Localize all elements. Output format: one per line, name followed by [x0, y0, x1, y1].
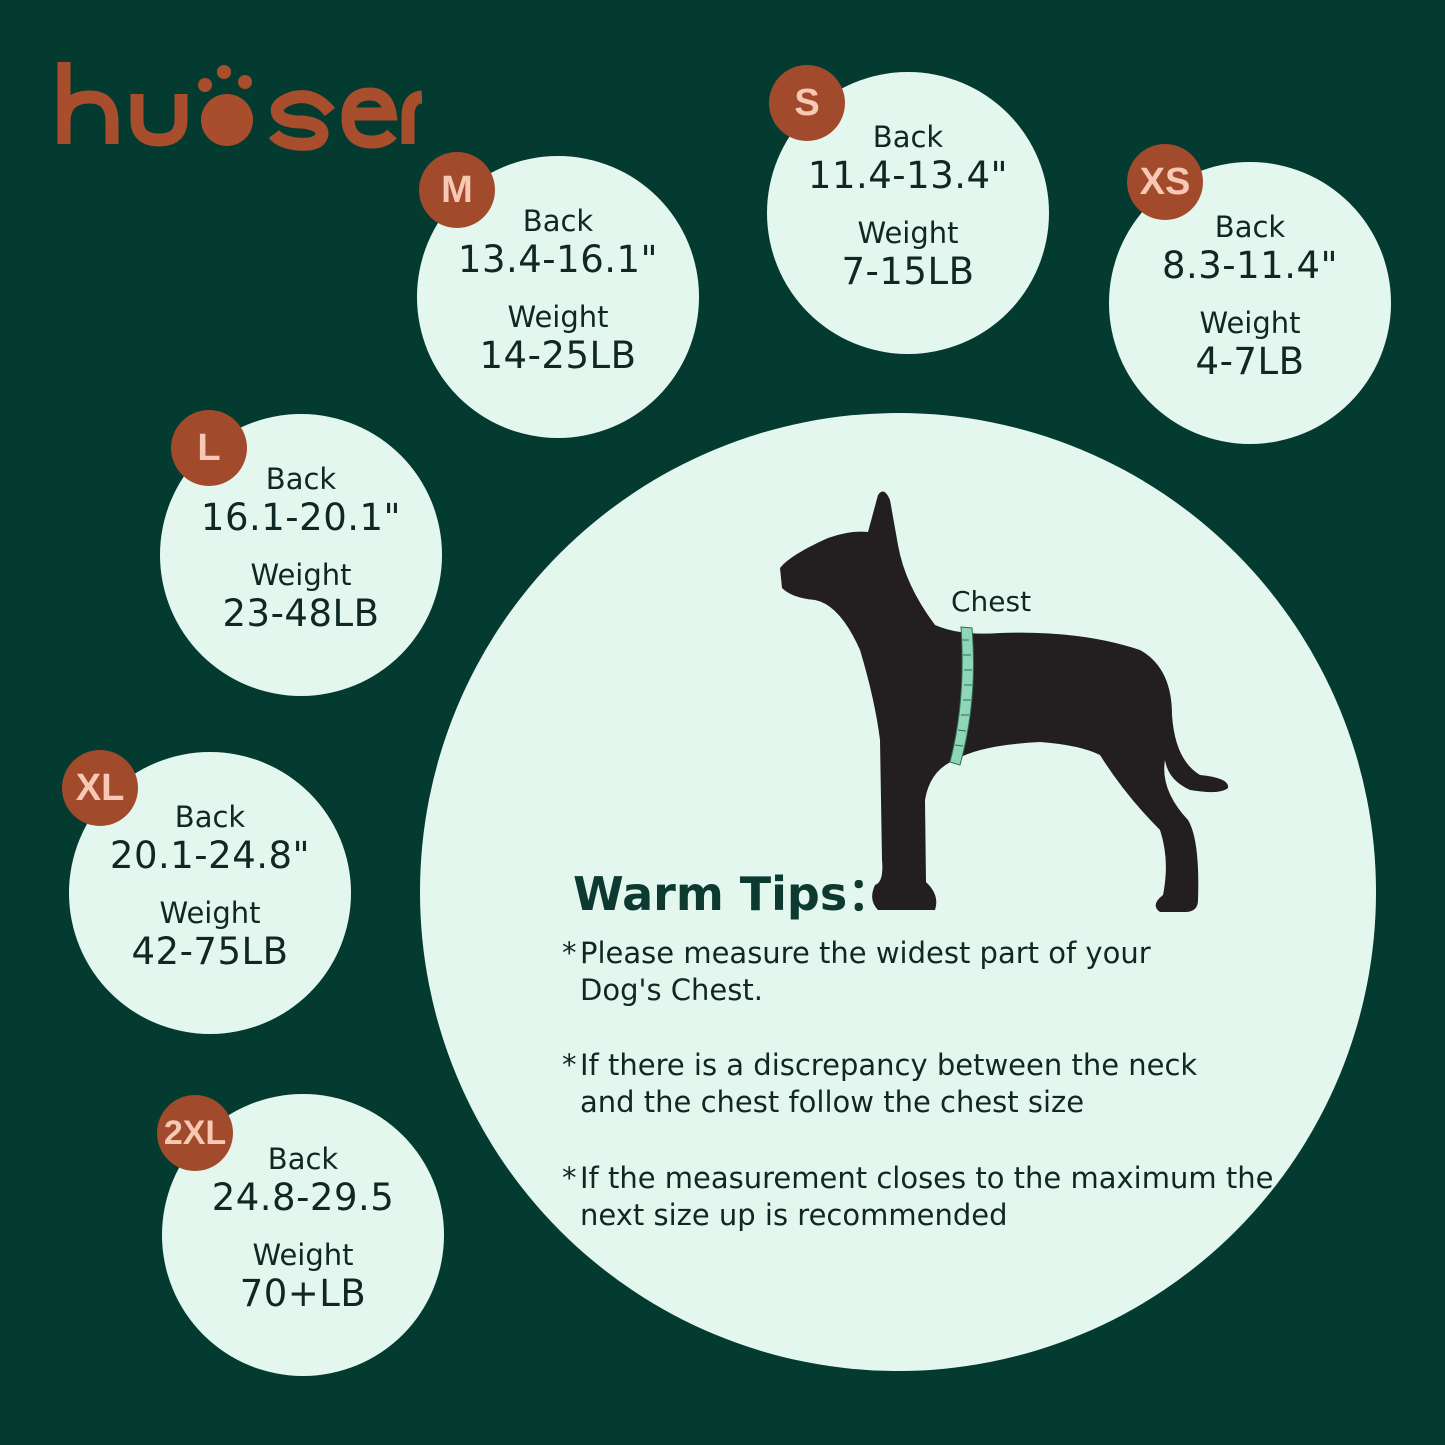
- size-badge-l: L: [171, 410, 247, 486]
- back-label: Back: [265, 462, 337, 496]
- size-badge-m: M: [419, 152, 495, 228]
- tip-bullet: *: [562, 1161, 577, 1195]
- tips-title: Warm Tips：: [573, 867, 894, 921]
- tip-bullet: *: [562, 936, 577, 970]
- weight-label: Weight: [1199, 306, 1301, 340]
- back-label: Back: [174, 800, 246, 834]
- back-label: Back: [267, 1142, 339, 1176]
- chest-label: Chest: [951, 585, 1032, 618]
- weight-label: Weight: [252, 1238, 354, 1272]
- back-label: Back: [522, 204, 594, 238]
- tip-item: * If there is a discrepancy between the …: [562, 1047, 1242, 1121]
- weight-value: 14-25LB: [479, 334, 637, 377]
- size-circle-m: Back 13.4-16.1" Weight 14-25LB: [417, 156, 699, 438]
- kuoser-logo: [57, 62, 422, 151]
- weight-value: 7-15LB: [841, 250, 975, 293]
- weight-label: Weight: [159, 896, 261, 930]
- size-badge-2xl: 2XL: [157, 1095, 233, 1171]
- size-badge-s: S: [769, 65, 845, 141]
- weight-value: 23-48LB: [222, 592, 380, 635]
- back-value: 20.1-24.8": [109, 834, 311, 877]
- back-value: 16.1-20.1": [200, 496, 402, 539]
- weight-value: 70+LB: [239, 1272, 367, 1315]
- back-value: 11.4-13.4": [807, 154, 1009, 197]
- tip-bullet: *: [562, 1048, 577, 1082]
- back-value: 24.8-29.5: [211, 1176, 395, 1219]
- weight-label: Weight: [857, 216, 959, 250]
- weight-value: 4-7LB: [1195, 340, 1305, 383]
- tip-item: * If the measurement closes to the maxim…: [562, 1160, 1282, 1234]
- size-circle-s: Back 11.4-13.4" Weight 7-15LB: [767, 72, 1049, 354]
- back-label: Back: [872, 120, 944, 154]
- size-badge-xl: XL: [62, 750, 138, 826]
- tip-text: If the measurement closes to the maximum…: [580, 1161, 1274, 1232]
- weight-label: Weight: [250, 558, 352, 592]
- back-label: Back: [1214, 210, 1286, 244]
- tip-text: Please measure the widest part of your D…: [580, 936, 1151, 1007]
- weight-value: 42-75LB: [131, 930, 289, 973]
- size-badge-xs: XS: [1127, 144, 1203, 220]
- weight-label: Weight: [507, 300, 609, 334]
- tip-text: If there is a discrepancy between the ne…: [580, 1048, 1198, 1119]
- tip-item: * Please measure the widest part of your…: [562, 935, 1222, 1009]
- back-value: 8.3-11.4": [1161, 244, 1339, 287]
- back-value: 13.4-16.1": [457, 238, 659, 281]
